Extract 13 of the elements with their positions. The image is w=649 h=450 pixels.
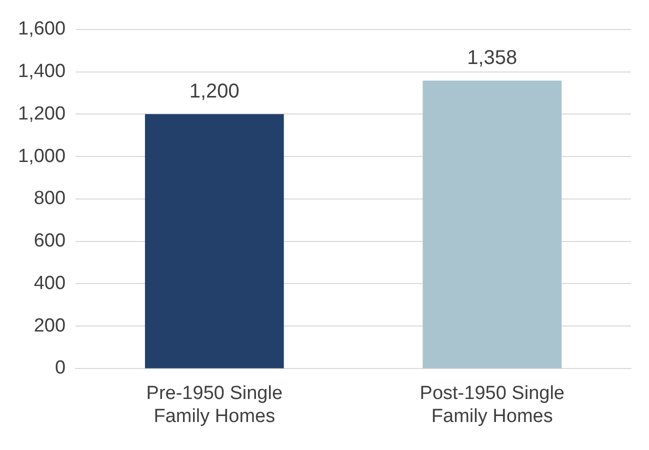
y-tick-label: 400 (34, 272, 66, 294)
y-tick-label: 1,400 (18, 61, 66, 82)
x-tick-label: Pre-1950 Single Family Homes (146, 383, 283, 427)
y-tick-label: 0 (54, 358, 66, 379)
x-tick-label: Post-1950 Single Family Homes (420, 383, 564, 427)
y-tick-label: 1,000 (18, 146, 66, 167)
data-label: 1,358 (467, 47, 518, 70)
y-tick-label: 200 (34, 315, 66, 336)
data-label: 1,200 (189, 80, 240, 103)
y-tick-label: 1,600 (18, 18, 66, 40)
y-tick-label: 1,200 (18, 103, 66, 124)
y-tick-label: 600 (34, 230, 66, 252)
y-tick-label: 800 (34, 188, 66, 210)
